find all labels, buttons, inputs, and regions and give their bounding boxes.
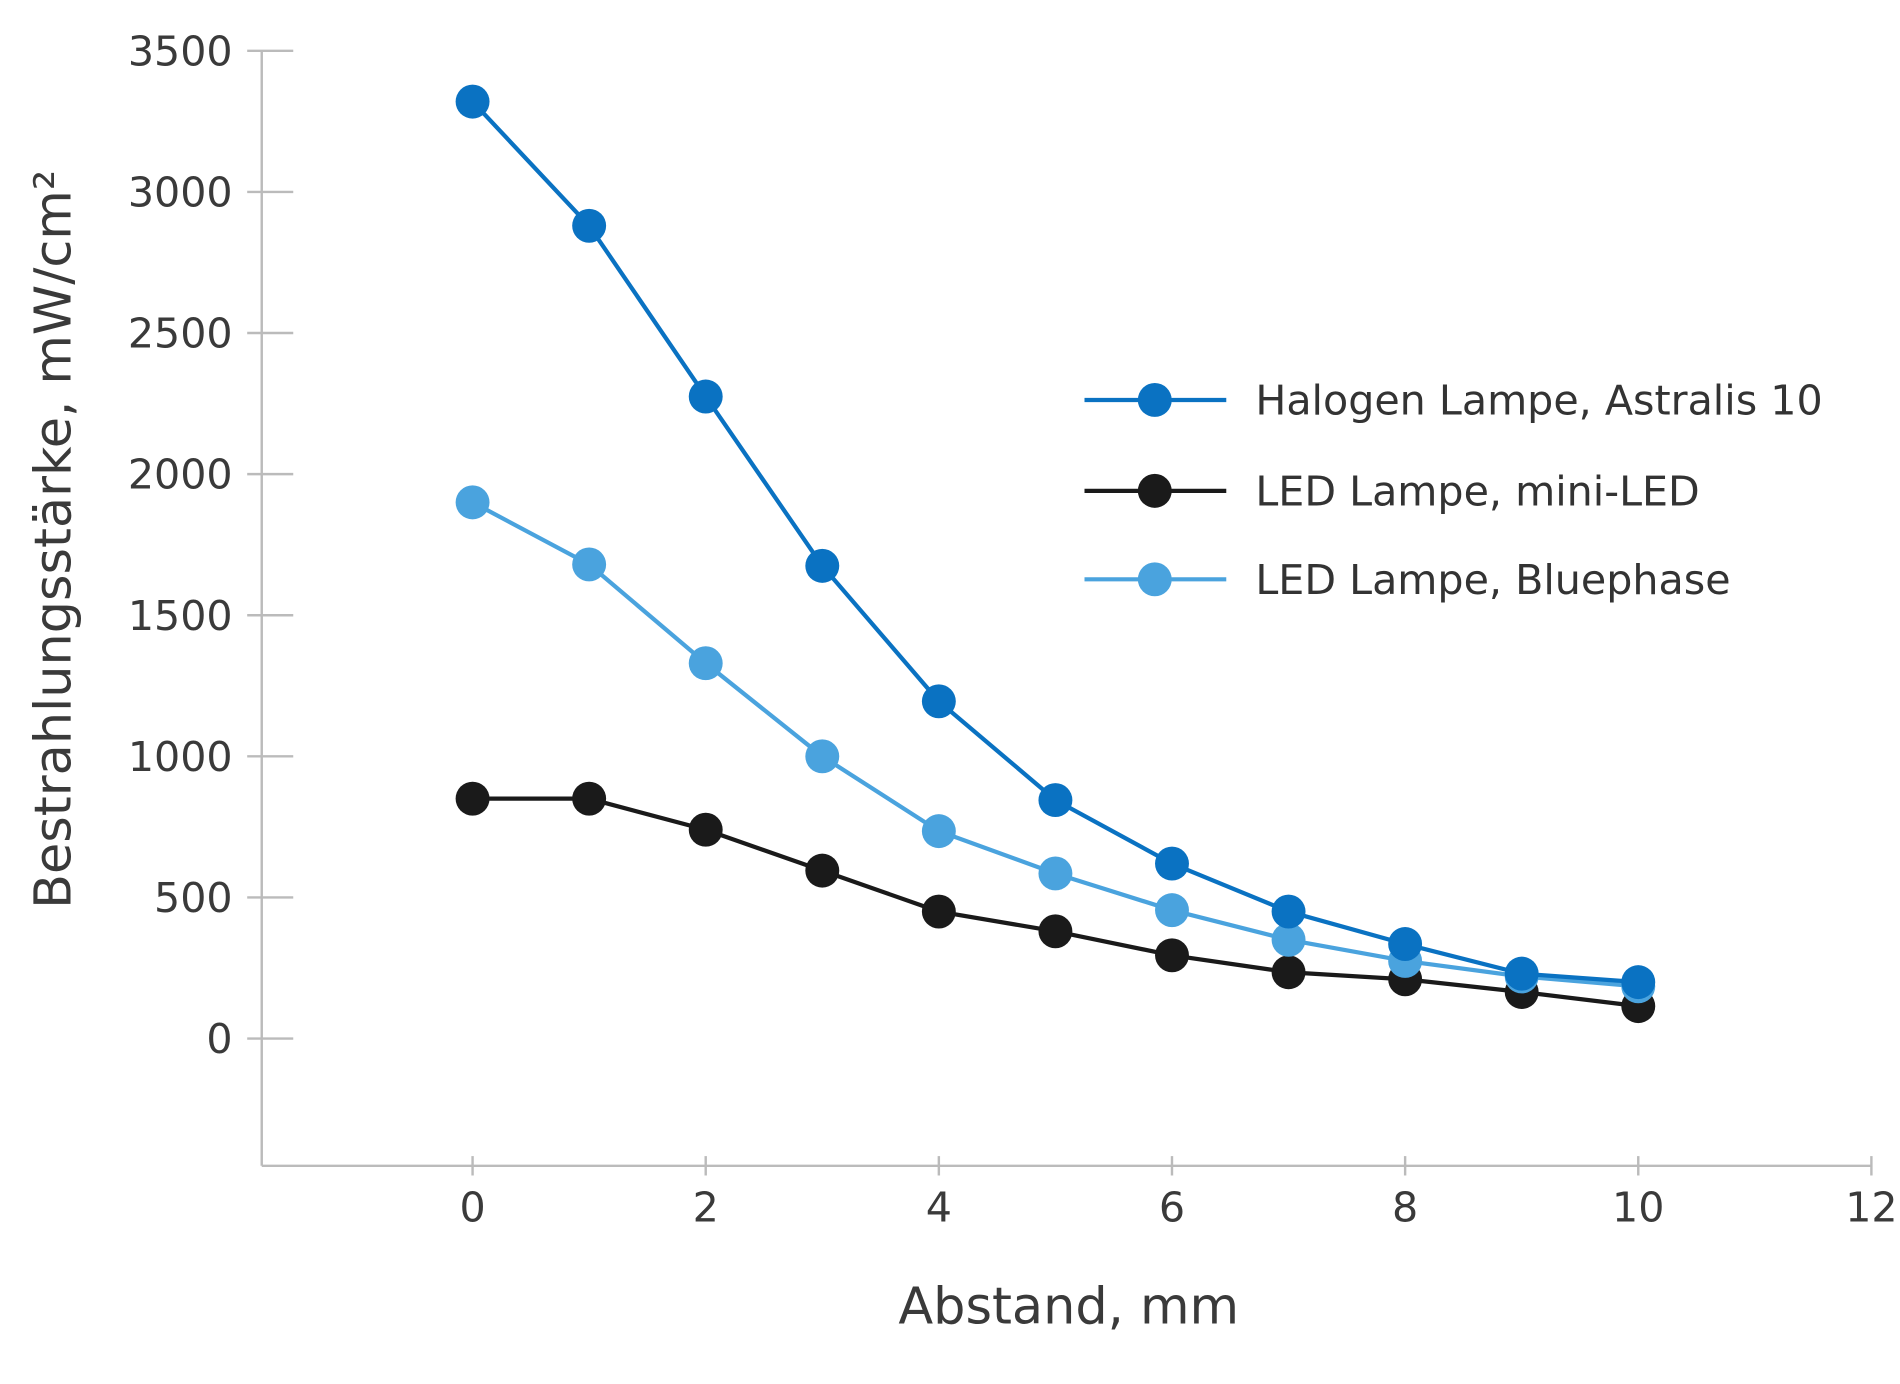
data-point [1038, 783, 1073, 818]
legend-marker [1137, 383, 1172, 417]
x-tick-label: 10 [1612, 1184, 1664, 1232]
legend-label: LED Lampe, mini-LED [1255, 467, 1699, 515]
y-tick-label: 1500 [128, 592, 233, 640]
data-point [805, 548, 840, 583]
series-line [471, 100, 1639, 985]
data-point [1155, 938, 1189, 973]
axes: 0 500 1000 1500 2000 2500 3000 3500 0 2 4 6 8 10 12 [128, 27, 1898, 1231]
data-point [455, 84, 490, 119]
legend-item-0: Halogen Lampe, Astralis 10 [1084, 377, 1823, 425]
series-layer [455, 84, 1656, 1024]
data-point [805, 853, 840, 888]
data-point [688, 812, 723, 847]
data-point [921, 894, 956, 929]
data-point [688, 646, 723, 681]
data-point [1621, 965, 1656, 1000]
x-tick-label: 6 [1159, 1184, 1185, 1232]
y-tick-label: 2000 [128, 451, 233, 499]
y-tick-label: 3000 [128, 168, 233, 216]
data-point [572, 208, 607, 243]
y-tick-label: 2500 [128, 310, 233, 358]
legend-label: LED Lampe, Bluephase [1255, 556, 1730, 604]
data-point [1271, 894, 1306, 929]
x-tick-label: 12 [1845, 1184, 1897, 1232]
y-tick-label: 1000 [128, 733, 233, 781]
data-point [1271, 922, 1306, 957]
data-point [572, 547, 607, 582]
data-point [455, 485, 490, 520]
series-1 [455, 781, 1656, 1024]
x-tick-label: 8 [1392, 1184, 1418, 1232]
x-tick-label: 0 [459, 1184, 485, 1232]
data-point [921, 814, 956, 849]
data-point [1388, 927, 1423, 961]
legend: Halogen Lampe, Astralis 10 LED Lampe, min… [1084, 377, 1823, 604]
data-point [1271, 955, 1306, 990]
data-point [1038, 914, 1073, 949]
data-point [1038, 856, 1073, 891]
legend-marker [1137, 562, 1172, 597]
legend-item-2: LED Lampe, Bluephase [1084, 556, 1731, 604]
data-point [1504, 956, 1539, 991]
x-tick-label: 2 [693, 1184, 719, 1232]
x-axis-title: Abstand, mm [898, 1277, 1239, 1336]
data-point [1155, 846, 1189, 881]
legend-label: Halogen Lampe, Astralis 10 [1255, 377, 1822, 425]
y-axis-title: Bestrahlungsstärke, mW/cm² [24, 170, 83, 909]
legend-marker [1137, 473, 1172, 508]
legend-item-1: LED Lampe, mini-LED [1084, 467, 1700, 515]
series-line [472, 796, 1639, 1009]
data-point [1155, 893, 1189, 928]
y-tick-label: 0 [206, 1015, 232, 1063]
data-point [921, 684, 956, 719]
data-point [688, 379, 723, 414]
data-point [805, 739, 840, 774]
y-tick-label: 3500 [128, 27, 233, 75]
x-tick-label: 4 [926, 1184, 952, 1232]
data-point [455, 781, 490, 816]
data-point [572, 781, 607, 816]
series-0 [455, 84, 1656, 1000]
y-tick-label: 500 [154, 874, 233, 922]
